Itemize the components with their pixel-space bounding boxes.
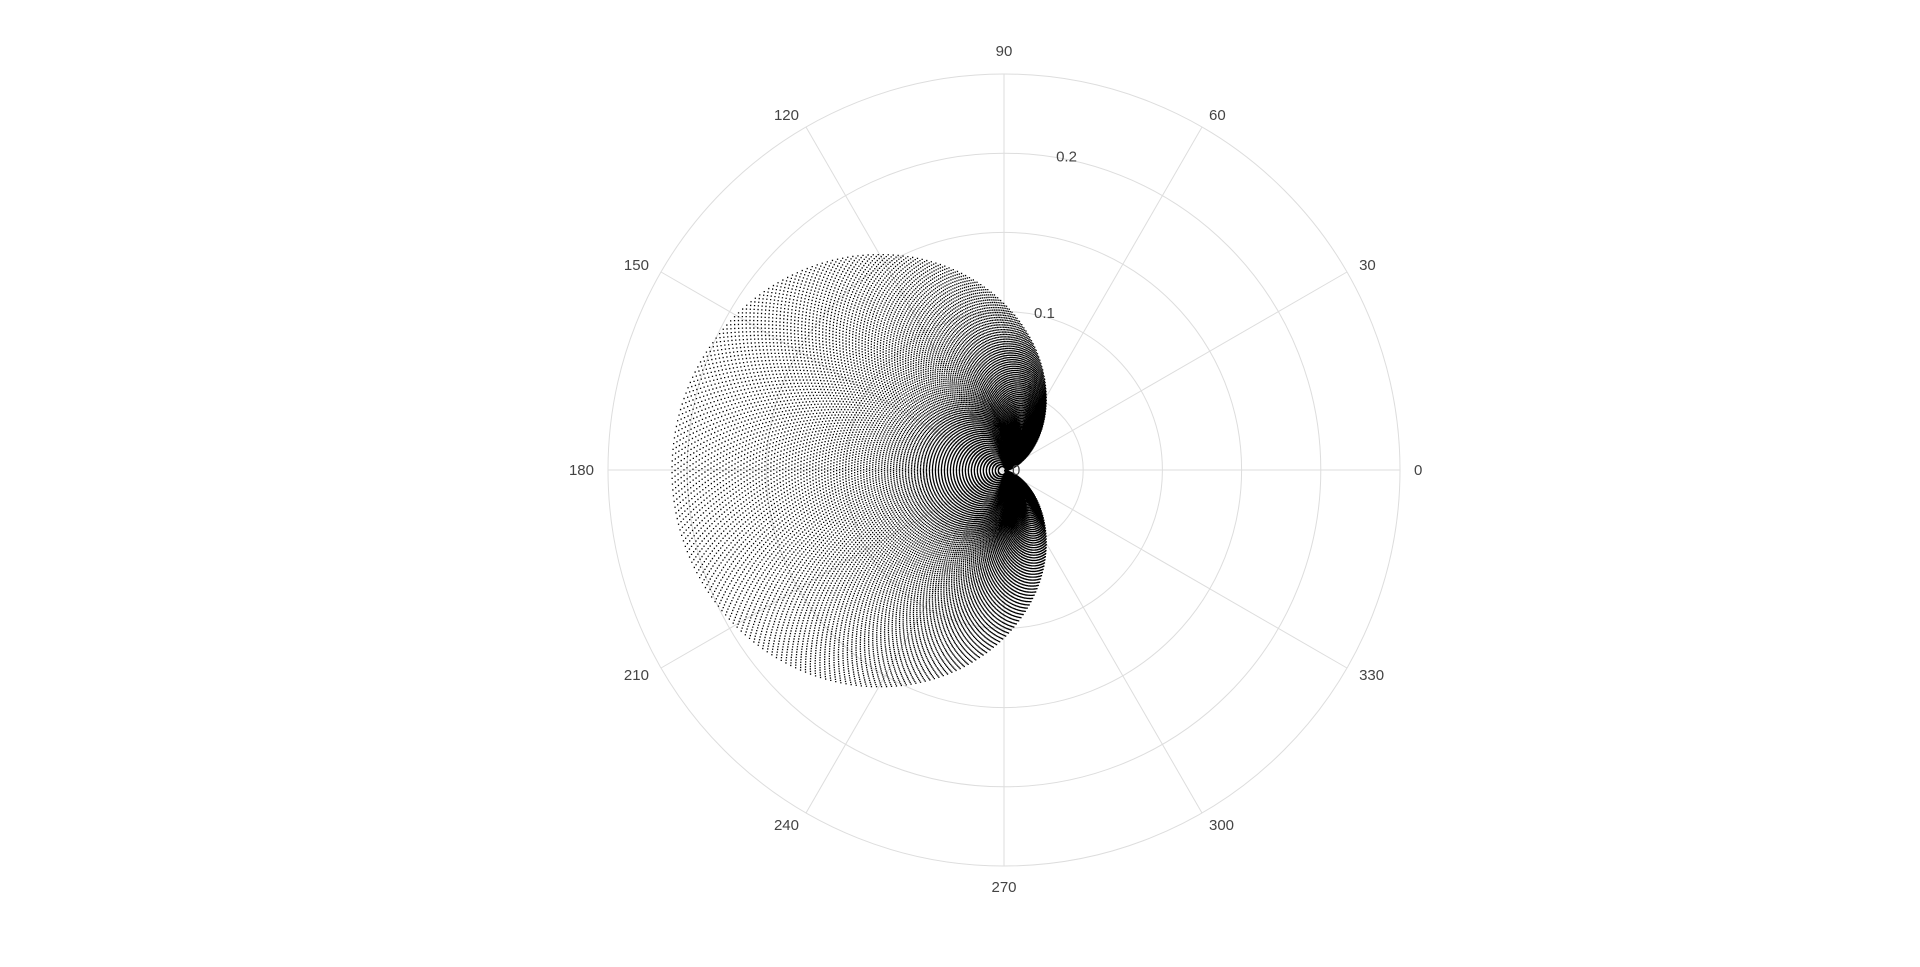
angular-tick-label: 60 bbox=[1209, 107, 1226, 124]
angular-grid-spoke bbox=[660, 469, 1005, 669]
angular-tick-label: 90 bbox=[996, 43, 1013, 60]
axis-labels-layer: 0 30 60 90 120 150 180 210 240 270 300 330 0 0.1 0.2 bbox=[569, 43, 1422, 896]
angular-tick-label: 240 bbox=[774, 817, 799, 834]
angular-tick-label: 0 bbox=[1414, 462, 1422, 479]
angular-tick-label: 210 bbox=[624, 667, 649, 684]
angular-tick-label: 120 bbox=[774, 107, 799, 124]
cardioid-point-cloud bbox=[671, 254, 1047, 688]
angular-tick-label: 270 bbox=[991, 879, 1016, 896]
polar-grid bbox=[607, 73, 1401, 867]
angular-tick-label: 300 bbox=[1209, 817, 1234, 834]
angular-tick-label: 150 bbox=[624, 257, 649, 274]
angular-grid-spoke bbox=[660, 271, 1005, 471]
radial-tick-label: 0.1 bbox=[1034, 305, 1055, 322]
angular-tick-label: 330 bbox=[1359, 667, 1384, 684]
angular-grid-spoke bbox=[1003, 469, 1348, 669]
angular-tick-label: 30 bbox=[1359, 257, 1376, 274]
angular-tick-label: 180 bbox=[569, 462, 594, 479]
angular-grid-spoke bbox=[1003, 469, 1203, 814]
angular-grid-spoke bbox=[1003, 271, 1348, 471]
data-points-layer bbox=[671, 254, 1047, 688]
radial-tick-label: 0 bbox=[1012, 462, 1020, 479]
angular-grid-spoke bbox=[805, 126, 1005, 471]
radial-tick-label: 0.2 bbox=[1056, 148, 1077, 165]
